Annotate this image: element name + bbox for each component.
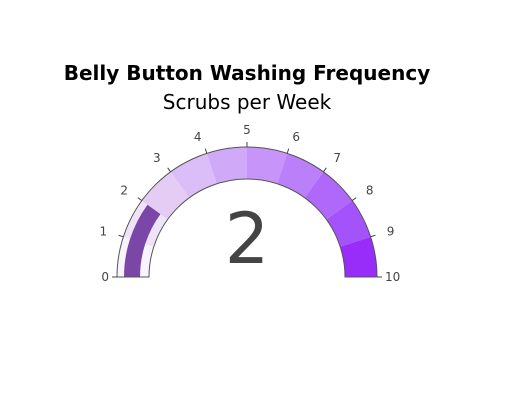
tick-mark-6 bbox=[286, 148, 290, 154]
gauge-value-number: 2 bbox=[225, 198, 270, 280]
tick-mark-7 bbox=[323, 167, 327, 173]
gauge-outline bbox=[116, 146, 378, 278]
tick-label-8: 8 bbox=[366, 184, 374, 198]
tick-label-2: 2 bbox=[120, 184, 128, 198]
tick-label-4: 4 bbox=[194, 130, 202, 144]
tick-label-10: 10 bbox=[385, 270, 400, 284]
chart-subtitle: Scrubs per Week bbox=[163, 90, 332, 114]
tick-mark-1 bbox=[118, 234, 124, 238]
gauge-value-bar bbox=[124, 204, 161, 277]
gauge-step-9 bbox=[340, 236, 377, 277]
tick-label-1: 1 bbox=[100, 225, 108, 239]
tick-mark-2 bbox=[137, 197, 143, 201]
gauge-step-4 bbox=[206, 147, 247, 184]
tick-mark-9 bbox=[370, 234, 376, 238]
chart-title: Belly Button Washing Frequency bbox=[64, 61, 430, 85]
gauge-border bbox=[116, 146, 378, 278]
tick-mark-8 bbox=[351, 197, 357, 201]
gauge-value-bar-group bbox=[124, 204, 161, 277]
tick-mark-4 bbox=[204, 148, 208, 154]
tick-label-0: 0 bbox=[101, 270, 109, 284]
tick-label-3: 3 bbox=[153, 151, 161, 165]
tick-label-6: 6 bbox=[292, 130, 300, 144]
gauge-step-5 bbox=[247, 147, 288, 184]
gauge-ticks: 0 1 2 3 4 5 6 7 8 9 10 bbox=[100, 123, 401, 284]
tick-label-9: 9 bbox=[387, 225, 395, 239]
tick-mark-3 bbox=[167, 167, 171, 173]
tick-label-5: 5 bbox=[243, 123, 251, 137]
tick-label-7: 7 bbox=[333, 151, 341, 165]
